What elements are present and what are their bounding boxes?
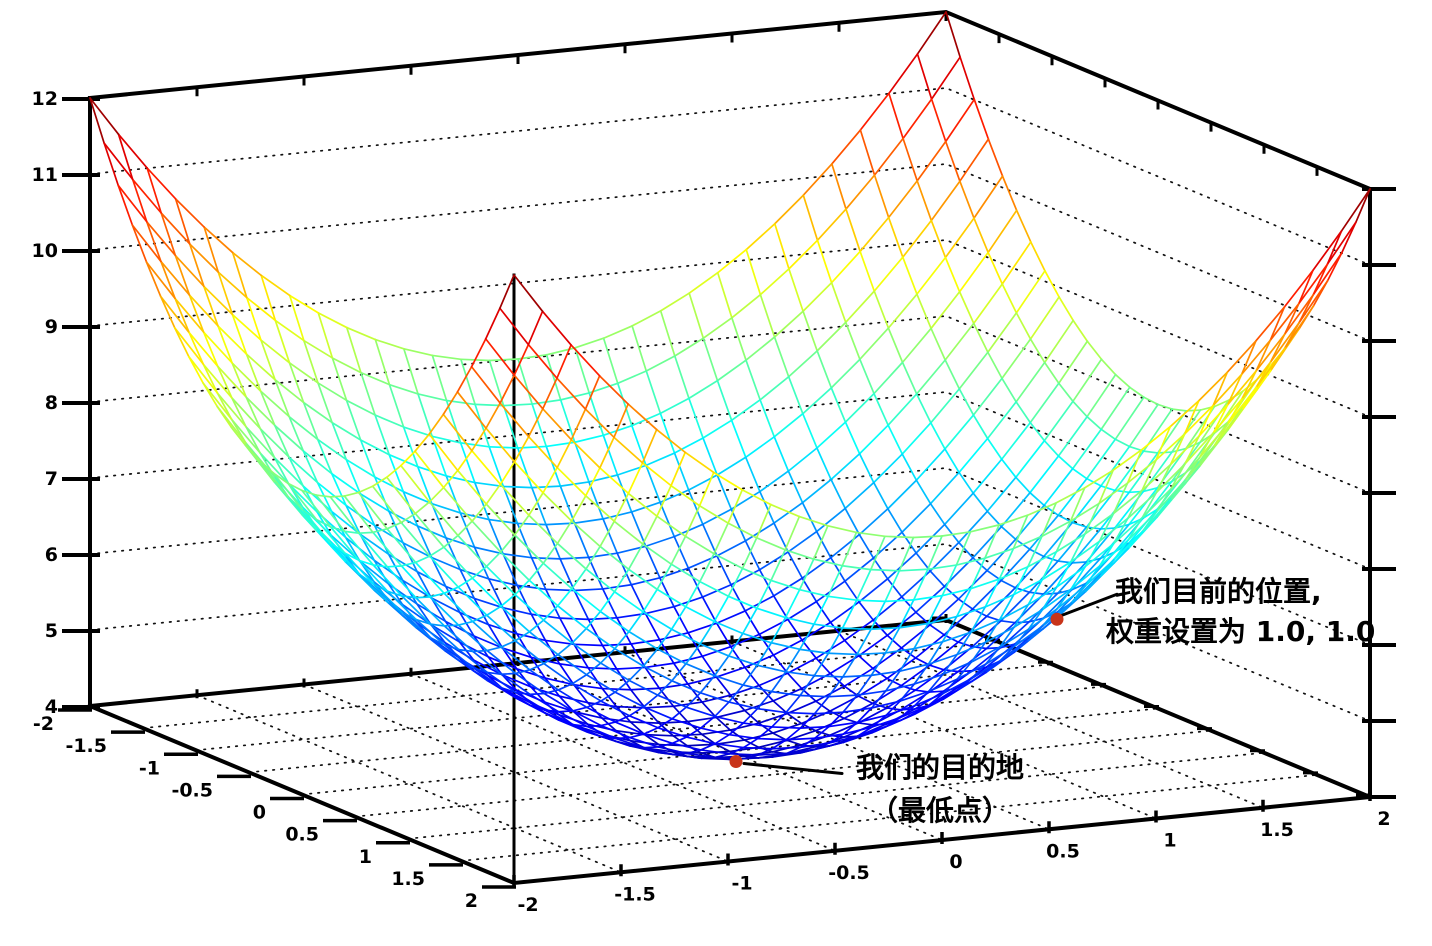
z-tick-label: 10	[32, 240, 58, 262]
y-tick-label: -0.5	[828, 862, 870, 884]
annotation-leader-line	[1060, 592, 1119, 617]
x-tick-label: 1	[359, 846, 372, 868]
x-tick-label: 1.5	[391, 868, 425, 890]
annotation-destination-line1: 我们的目的地	[855, 751, 1024, 784]
annotation-leader-line	[742, 762, 844, 775]
x-tick-label: -0.5	[171, 779, 213, 801]
annotation-destination-line2: （最低点）	[869, 794, 1010, 827]
x-tick-label: -1	[139, 757, 160, 779]
y-tick-label: -1.5	[614, 883, 656, 905]
z-tick-label: 6	[45, 544, 58, 566]
surface-mesh	[89, 11, 1371, 761]
annotation-destination: 我们的目的地 （最低点）	[834, 746, 1046, 832]
x-tick-label: -1.5	[65, 735, 107, 757]
z-tick-label: 9	[45, 316, 58, 338]
annotation-current-line1: 我们目前的位置,	[1115, 575, 1322, 608]
point-markers	[729, 592, 1119, 775]
y-tick-label: 1.5	[1260, 819, 1294, 841]
z-tick-label: 12	[32, 88, 58, 110]
annotation-current-line2: 权重设置为 1.0, 1.0	[1106, 615, 1376, 648]
z-tick-label: 5	[45, 620, 58, 642]
y-tick-label: 1	[1163, 830, 1176, 852]
floor-grid	[142, 629, 1318, 874]
y-tick-label: -2	[517, 894, 538, 916]
z-tick-label: 11	[32, 164, 58, 186]
y-tick-label: 0.5	[1046, 840, 1080, 862]
marker-current	[1050, 612, 1064, 626]
axis-ticks	[58, 12, 1396, 889]
x-tick-label: 2	[465, 890, 478, 912]
z-tick-label: 8	[45, 392, 58, 414]
y-tick-label: 0	[949, 851, 962, 873]
y-tick-label: 2	[1377, 808, 1390, 830]
z-tick-label: 4	[45, 696, 58, 718]
x-tick-label: -2	[33, 713, 54, 735]
annotation-current-position: 我们目前的位置, 权重设置为 1.0, 1.0	[1106, 572, 1375, 652]
x-tick-label: 0	[253, 802, 266, 824]
marker-destination	[729, 755, 743, 768]
z-tick-label: 7	[45, 468, 58, 490]
y-tick-label: -1	[731, 873, 752, 895]
x-tick-label: 0.5	[285, 824, 319, 846]
